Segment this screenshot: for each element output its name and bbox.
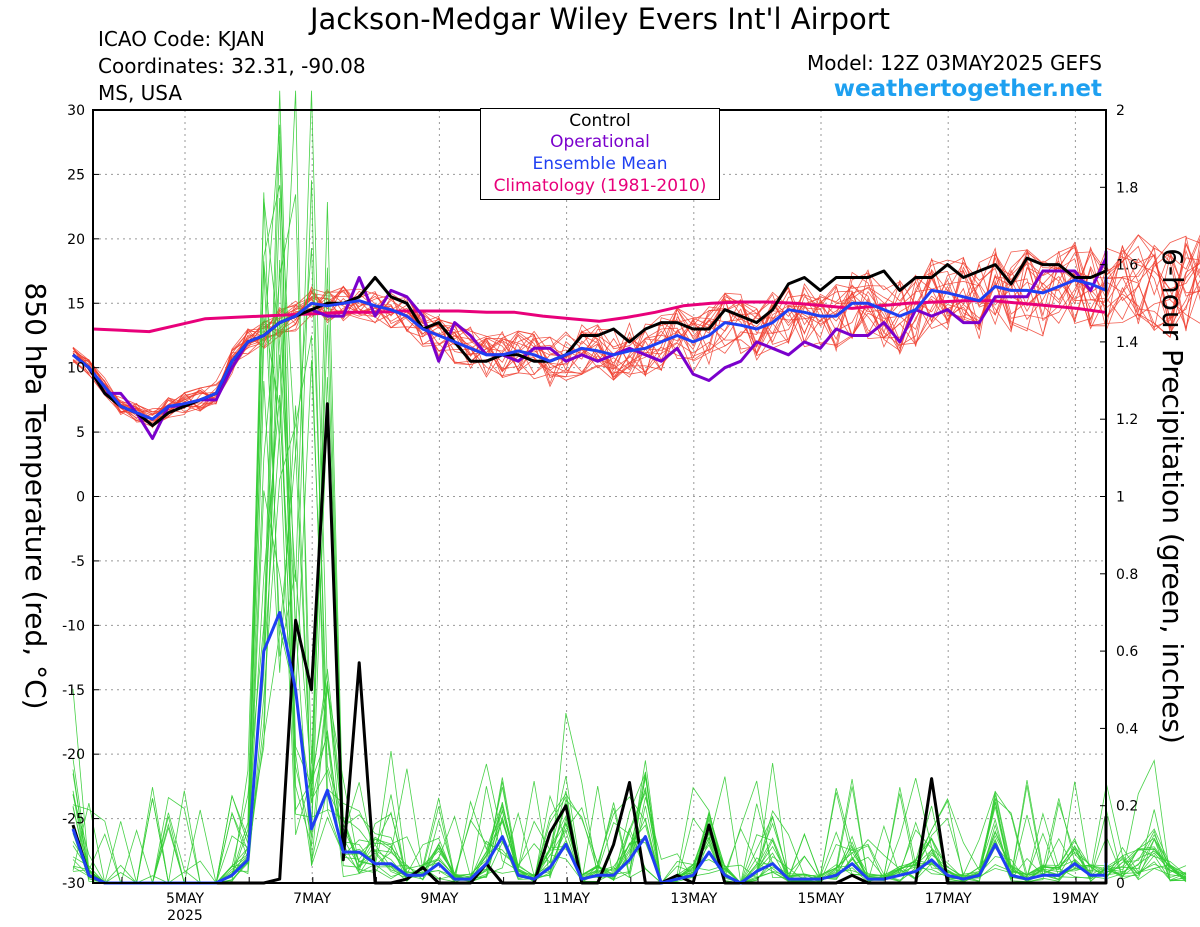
ensemble-member-precip-line <box>72 335 1187 884</box>
coordinates: Coordinates: 32.31, -90.08 <box>98 54 366 78</box>
region: MS, USA <box>98 81 183 105</box>
x-tick-label: 5MAY <box>166 891 204 907</box>
y-tick-right-label: 0.4 <box>1116 721 1138 737</box>
chart-title: Jackson-Medgar Wiley Evers Int'l Airport <box>309 2 891 36</box>
ensemble-member-precip-line <box>72 136 1187 884</box>
y-tick-right-label: 0 <box>1116 876 1125 892</box>
x-tick-sublabel: 2025 <box>167 908 203 924</box>
ensemble-member-precip-line <box>72 124 1187 884</box>
ensemble-member-precip-line <box>72 267 1187 884</box>
y-tick-left-label: -30 <box>62 876 85 892</box>
series-line-ensemble-mean-right <box>71 611 1108 885</box>
ensemble-member-precip-line <box>72 192 1187 884</box>
legend-operational: Operational <box>550 132 650 152</box>
tick-labels: 302520151050-5-10-15-20-25-3021.81.61.41… <box>62 103 1138 924</box>
y-tick-left-label: 15 <box>67 296 85 312</box>
ensemble-members-precipitation <box>72 90 1187 884</box>
ensemble-member-precip-line <box>72 90 1187 884</box>
y-tick-right-label: 0.6 <box>1116 644 1138 660</box>
ensemble-member-temp-line <box>72 238 1200 414</box>
legend-ensemble-mean: Ensemble Mean <box>532 154 668 174</box>
x-tick-label: 19MAY <box>1052 891 1099 907</box>
ensemble-member-temp-line <box>72 249 1200 427</box>
grid <box>93 110 1106 883</box>
ensemble-member-temp-line <box>72 242 1200 421</box>
series-line-climatology-1981-2010-left <box>92 299 1106 334</box>
ensemble-member-temp-line <box>72 254 1200 414</box>
ensemble-member-precip-line <box>72 198 1187 884</box>
x-tick-label: 9MAY <box>420 891 458 907</box>
ensemble-member-precip-line <box>72 90 1187 884</box>
brand-link[interactable]: weathertogether.net <box>833 76 1102 102</box>
x-tick-label: 11MAY <box>543 891 590 907</box>
y-tick-right-label: 0.8 <box>1116 567 1138 583</box>
y-tick-left-label: -15 <box>62 683 85 699</box>
y-tick-right-label: 1.8 <box>1116 180 1138 196</box>
ensemble-member-temp-line <box>72 245 1200 424</box>
y-tick-right-label: 2 <box>1116 103 1125 119</box>
y-tick-right-label: 1.6 <box>1116 258 1138 274</box>
y-tick-left-label: 25 <box>67 167 85 183</box>
x-tick-label: 17MAY <box>925 891 972 907</box>
y-tick-left-label: 5 <box>76 425 85 441</box>
x-tick-label: 7MAY <box>293 891 331 907</box>
y-tick-left-label: 0 <box>76 490 85 506</box>
y-axis-right-label: 6-hour Precipitation (green, inches) <box>1156 248 1189 744</box>
ensemble-member-precip-line <box>72 259 1187 884</box>
ensemble-member-precip-line <box>72 90 1187 884</box>
y-tick-right-label: 1 <box>1116 490 1125 506</box>
ensemble-member-precip-line <box>72 394 1187 884</box>
y-tick-left-label: -25 <box>62 812 85 828</box>
series-line-ensemble-mean-left <box>72 276 1108 421</box>
y-tick-right-label: 0.2 <box>1116 799 1138 815</box>
y-tick-right-label: 1.2 <box>1116 412 1138 428</box>
ensemble-member-temp-line <box>72 243 1200 422</box>
x-tick-label: 15MAY <box>798 891 845 907</box>
y-tick-left-label: 10 <box>67 361 85 377</box>
legend: Control Operational Ensemble Mean Climat… <box>480 108 720 200</box>
y-tick-right-label: 1.4 <box>1116 335 1138 351</box>
y-tick-left-label: 20 <box>67 232 85 248</box>
series-line-control-right <box>71 402 1108 885</box>
series-lines <box>71 250 1108 885</box>
legend-control: Control <box>569 111 631 131</box>
y-tick-left-label: 30 <box>67 103 85 119</box>
ensemble-member-precip-line <box>72 380 1187 884</box>
icao-code: ICAO Code: KJAN <box>98 27 265 51</box>
y-tick-left-label: -10 <box>62 618 85 634</box>
x-tick-label: 13MAY <box>670 891 717 907</box>
legend-climatology: Climatology (1981-2010) <box>493 176 707 196</box>
ensemble-member-precip-line <box>72 354 1187 884</box>
ensemble-member-temp-line <box>72 256 1200 426</box>
y-axis-left-label: 850 hPa Temperature (red, °C) <box>19 282 52 709</box>
ensemble-member-precip-line <box>72 185 1187 884</box>
y-tick-left-label: -20 <box>62 747 85 763</box>
y-tick-left-label: -5 <box>71 554 85 570</box>
model-run: Model: 12Z 03MAY2025 GEFS <box>807 51 1102 75</box>
